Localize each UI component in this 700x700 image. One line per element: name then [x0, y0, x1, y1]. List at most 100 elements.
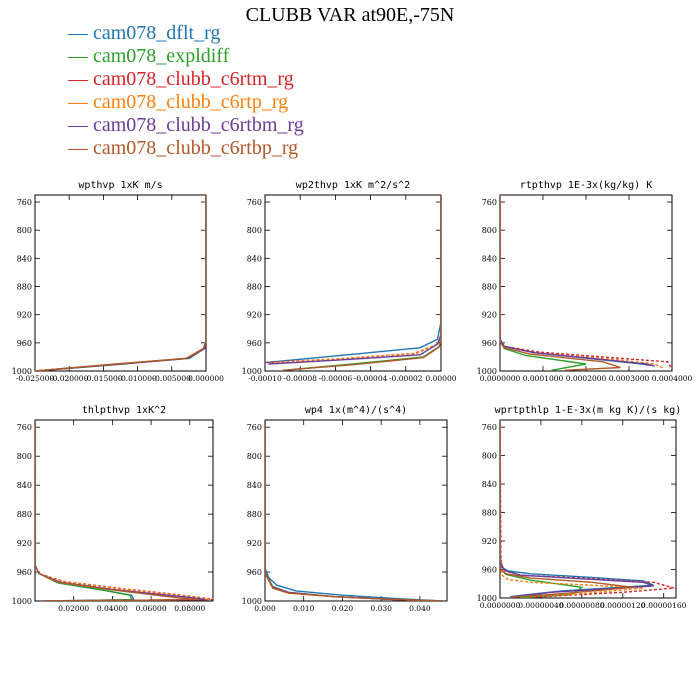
y-tick-label: 960 — [482, 566, 497, 575]
x-tick-label: 0.000 — [254, 604, 276, 613]
subplot: thlpthvp 1xK^2 760 800 840 880 920 960 1000 0.02… — [12, 405, 214, 613]
y-tick-label: 840 — [17, 481, 32, 490]
y-tick-label: 840 — [482, 254, 497, 263]
x-tick-label: 0.06000 — [136, 604, 167, 613]
series-line — [500, 420, 654, 598]
x-tick-label: 0.0003000 — [609, 374, 650, 383]
subplot-title: wpthvp 1xK m/s — [78, 180, 162, 191]
x-tick-label: 0.02000 — [58, 604, 89, 613]
plot-frame — [264, 194, 442, 372]
subplot-title: thlpthvp 1xK^2 — [82, 405, 166, 416]
y-tick-label: 1000 — [242, 367, 262, 376]
legend-entry: — cam078_dflt_rg — [68, 22, 304, 45]
legend-entry: — cam078_clubb_c6rtp_rg — [68, 91, 304, 114]
series-line — [35, 195, 206, 371]
legend-entry: — cam078_clubb_c6rtm_rg — [68, 68, 304, 91]
series-line — [35, 420, 135, 601]
x-tick-label: 0.030 — [370, 604, 392, 613]
subplot: wprtpthlp 1-E-3x(m kg K)/(s kg) 760 800 840… — [477, 405, 687, 610]
legend-entry: — cam078_clubb_c6rtbm_rg — [68, 114, 304, 137]
x-tick-label: 0.010 — [293, 604, 315, 613]
y-tick-label: 800 — [17, 226, 32, 235]
x-tick-label: 0.04000 — [97, 604, 128, 613]
x-tick-label: -0.015000 — [84, 374, 123, 383]
series-line — [265, 420, 444, 601]
x-tick-label: 0.040 — [409, 604, 431, 613]
legend-entry: — cam078_clubb_c6rtbp_rg — [68, 137, 304, 160]
y-tick-label: 840 — [482, 480, 497, 489]
y-tick-label: 1000 — [477, 594, 497, 603]
x-tick-label: -0.025000 — [16, 374, 55, 383]
series-line — [265, 420, 444, 601]
series-line — [500, 195, 664, 369]
series-line — [265, 195, 441, 364]
legend-label: cam078_clubb_c6rtbm_rg — [93, 114, 304, 136]
legend-label: cam078_clubb_c6rtbp_rg — [93, 137, 299, 159]
y-tick-label: 920 — [482, 537, 497, 546]
x-tick-label: 0.0000000 — [480, 601, 521, 610]
x-tick-label: 0.0002000 — [566, 374, 607, 383]
subplot-title: wprtpthlp 1-E-3x(m kg K)/(s kg) — [495, 405, 682, 416]
x-tick-label: 0.0004000 — [652, 374, 693, 383]
legend-swatch: — — [68, 45, 93, 67]
y-tick-label: 800 — [247, 452, 262, 461]
y-tick-label: 920 — [17, 311, 32, 320]
series-line — [282, 195, 441, 371]
y-tick-label: 920 — [247, 311, 262, 320]
y-tick-label: 760 — [17, 198, 32, 207]
y-tick-label: 760 — [482, 423, 497, 432]
x-tick-label: 0.000000 — [188, 374, 224, 383]
series-line — [265, 420, 444, 601]
y-tick-label: 880 — [17, 283, 32, 292]
x-tick-label: -0.020000 — [50, 374, 89, 383]
subplot: wp4 1x(m^4)/(s^4)76080084088092096010000… — [242, 405, 448, 613]
series-line — [265, 420, 444, 601]
subplot: rtpthvp 1E-3x(kg/kg) K 760 800 840 880 920 960… — [477, 180, 693, 383]
y-tick-label: 760 — [247, 423, 262, 432]
series-line — [500, 195, 655, 367]
y-tick-label: 840 — [247, 254, 262, 263]
x-tick-label: -0.010000 — [118, 374, 157, 383]
y-tick-label: 800 — [482, 226, 497, 235]
series-line — [500, 195, 672, 370]
subplot-title: wp4 1x(m^4)/(s^4) — [305, 405, 407, 416]
x-tick-label: -0.00002 — [389, 374, 423, 383]
series-line — [500, 420, 675, 598]
plot-frame — [34, 194, 207, 372]
y-tick-label: 880 — [247, 283, 262, 292]
plot-frame — [34, 419, 214, 602]
subplot: wp2thvp 1xK m^2/s^2 760 800 840 880 920 960 100… — [242, 180, 457, 383]
y-tick-label: 880 — [247, 510, 262, 519]
series-line — [35, 420, 213, 601]
series-line — [500, 195, 651, 367]
series-line — [273, 195, 441, 364]
figure-title: CLUBB VAR at90E,-75N — [245, 4, 455, 26]
legend-swatch: — — [68, 91, 93, 113]
series-line — [35, 195, 206, 371]
legend-swatch: — — [68, 114, 93, 136]
legend-label: cam078_clubb_c6rtp_rg — [93, 91, 289, 113]
series-line — [500, 420, 644, 598]
x-tick-label: 0.08000 — [174, 604, 205, 613]
y-tick-label: 920 — [482, 311, 497, 320]
series-line — [35, 195, 206, 371]
series-line — [35, 420, 210, 601]
series-line — [265, 420, 444, 601]
series-line — [35, 420, 133, 601]
y-tick-label: 920 — [247, 539, 262, 548]
series-line — [291, 195, 441, 371]
x-tick-label: 0.020 — [332, 604, 354, 613]
legend-swatch: — — [68, 68, 93, 90]
x-tick-label: -0.00008 — [283, 374, 317, 383]
y-tick-label: 880 — [17, 510, 32, 519]
legend-label: cam078_dflt_rg — [93, 22, 221, 44]
x-tick-label: 0.00000040 — [518, 601, 564, 610]
y-tick-label: 960 — [482, 339, 497, 348]
plot-frame — [499, 419, 677, 599]
y-tick-label: 840 — [247, 481, 262, 490]
y-tick-label: 840 — [17, 254, 32, 263]
legend-swatch: — — [68, 137, 93, 159]
y-tick-label: 880 — [482, 509, 497, 518]
series-line — [500, 420, 634, 598]
